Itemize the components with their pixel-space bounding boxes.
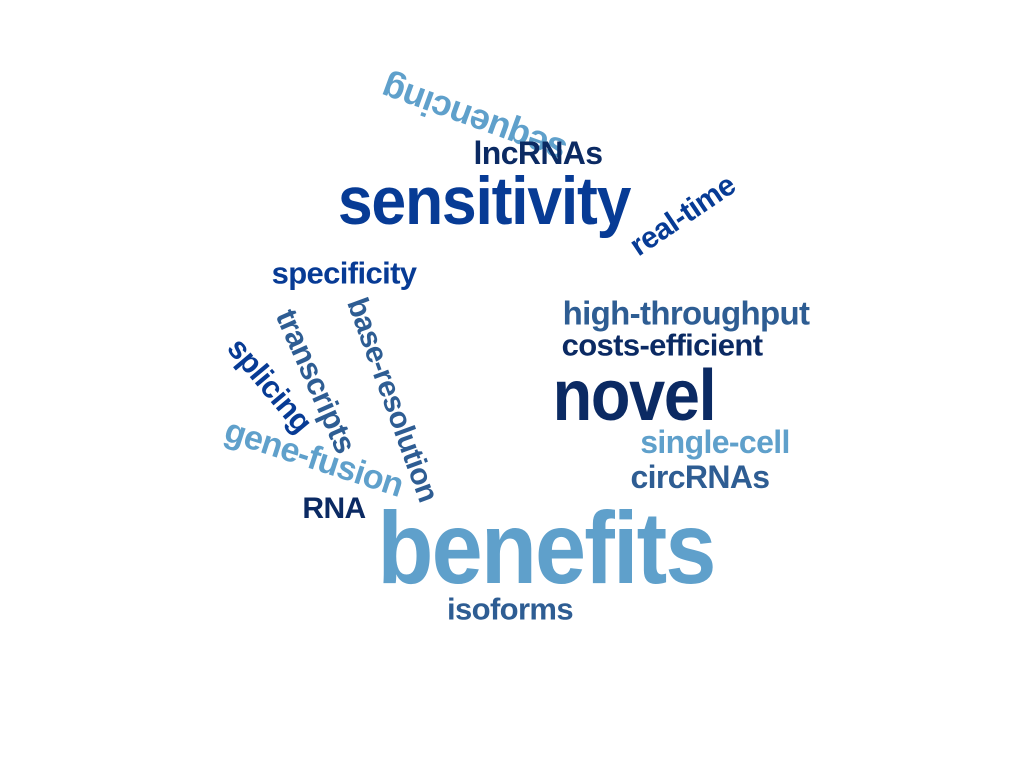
word-specificity: specificity (271, 255, 417, 291)
word-gene-fusion: gene-fusion (220, 411, 408, 505)
word-single-cell: single-cell (640, 424, 790, 460)
word-circrnas: circRNAs (630, 459, 771, 495)
word-novel: novel (552, 356, 717, 436)
word-sensitivity: sensitivity (337, 163, 631, 239)
word-costs-efficient: costs-efficient (561, 327, 763, 363)
word-benefits: benefits (377, 491, 716, 605)
word-isoforms: isoforms (447, 591, 574, 627)
word-high-throughput: high-throughput (562, 294, 810, 332)
word-rna: RNA (302, 492, 366, 525)
word-lncrnas: lncRNAs (473, 135, 604, 171)
word-real-time: real-time (623, 168, 742, 263)
